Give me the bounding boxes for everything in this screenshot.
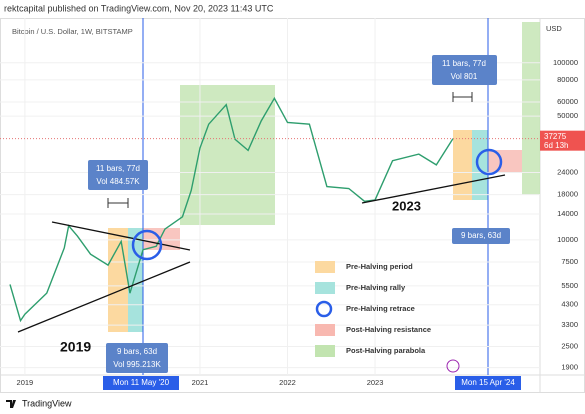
legend-swatch (315, 345, 335, 357)
callout-text: Vol 801 (451, 72, 478, 81)
y-tick-label: 100000 (553, 58, 578, 67)
period-zone (453, 130, 472, 200)
legend-label: Post-Halving resistance (346, 325, 431, 334)
y-tick-label: 5500 (561, 281, 578, 290)
countdown: 6d 13h (544, 141, 568, 150)
legend-label: Pre-Halving rally (346, 283, 406, 292)
legend: Pre-Halving period Pre-Halving rally Pre-H… (315, 261, 431, 357)
callout-text: Vol 995.213K (113, 360, 161, 369)
legend-label: Pre-Halving period (346, 262, 413, 271)
range-icon (452, 92, 473, 102)
legend-swatch (315, 324, 335, 336)
retrace-circle (475, 148, 503, 176)
callout (452, 228, 510, 244)
callout-text: 11 bars, 77d (442, 59, 486, 68)
logo (6, 400, 16, 408)
x-tick-label: 2019 (17, 378, 34, 387)
last-price: 37275 (544, 132, 567, 141)
callout-text: 11 bars, 77d (96, 164, 140, 173)
y-tick-label: 10000 (557, 235, 578, 244)
y-tick-label: 14000 (557, 209, 578, 218)
y-tick-label: 7500 (561, 257, 578, 266)
publisher: rektcapital published on TradingView.com… (4, 3, 274, 13)
rally-zone (472, 130, 488, 200)
footer: TradingView (22, 398, 72, 408)
legend-swatch (315, 282, 335, 294)
x-tick-label: 2021 (192, 378, 209, 387)
legend-label: Pre-Halving retrace (346, 304, 415, 313)
halving-date-box (103, 376, 179, 390)
trendline (17, 261, 191, 333)
last-price-box (540, 130, 585, 151)
halving-date-box (455, 376, 521, 390)
callout (88, 160, 148, 190)
resistance-zone (143, 228, 180, 250)
y-tick-label: 2500 (561, 341, 578, 350)
parabola-zone (180, 85, 275, 225)
parabola-zone (522, 22, 540, 195)
callout (106, 343, 168, 373)
retrace-circle (131, 229, 163, 261)
halving-date: Mon 15 Apr '24 (461, 378, 515, 387)
cycle-label: 2023 (392, 198, 421, 213)
callout-text: 9 bars, 63d (117, 347, 157, 356)
x-tick-label: 2023 (367, 378, 384, 387)
y-tick-label: 80000 (557, 75, 578, 84)
callout-text: 9 bars, 63d (461, 231, 501, 240)
event-icon (446, 359, 460, 373)
legend-swatch (315, 261, 335, 273)
trendline (51, 221, 191, 251)
y-tick-label: 24000 (557, 168, 578, 177)
legend-label: Post-Halving parabola (346, 346, 426, 355)
callout-text: Vol 484.57K (96, 177, 140, 186)
y-tick-label: 60000 (557, 97, 578, 106)
legend-swatch (315, 300, 333, 318)
chart-title: Bitcoin / U.S. Dollar, 1W, BITSTAMP (12, 27, 133, 36)
y-tick-label: 4300 (561, 300, 578, 309)
y-tick-label: 1900 (561, 363, 578, 372)
x-tick-label: 2022 (279, 378, 296, 387)
rally-zone (128, 228, 143, 332)
cycle-label: 2019 (60, 339, 91, 355)
period-zone (108, 228, 128, 332)
callout (432, 55, 497, 85)
trendline (361, 174, 506, 204)
resistance-zone (488, 150, 522, 172)
plot (0, 18, 540, 375)
y-tick-label: 3300 (561, 320, 578, 329)
range-icon (107, 198, 129, 208)
halving-date: Mon 11 May '20 (113, 378, 170, 387)
y-tick-label: 18000 (557, 190, 578, 199)
axis-unit: USD (546, 24, 562, 33)
price-line (9, 96, 454, 323)
y-tick-label: 50000 (557, 111, 578, 120)
